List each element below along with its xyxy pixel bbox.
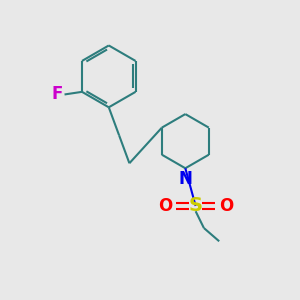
Text: F: F bbox=[52, 85, 63, 103]
Text: O: O bbox=[219, 197, 233, 215]
Text: S: S bbox=[189, 196, 202, 215]
Text: O: O bbox=[158, 197, 172, 215]
Text: N: N bbox=[178, 170, 192, 188]
